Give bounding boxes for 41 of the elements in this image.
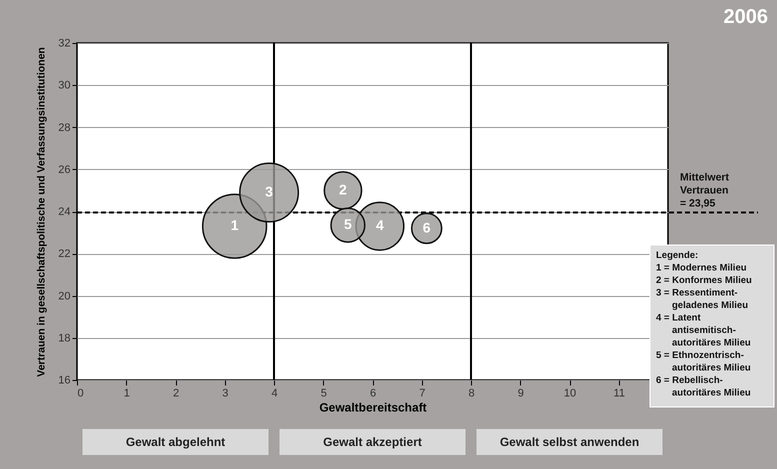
text: Gewalt akzeptiert (323, 435, 422, 449)
x-tick-label: 6 (370, 388, 376, 400)
text: Gewalt selbst anwenden (500, 435, 640, 449)
y-tick-label: 24 (58, 206, 70, 218)
x-tick-label: 0 (78, 388, 84, 400)
x-tick-label: 1 (124, 388, 130, 400)
y-tick-label: 32 (58, 38, 70, 50)
annotation: 6 (422, 219, 431, 236)
x-tick-label: 11 (614, 388, 625, 400)
annotation: 5 (344, 216, 352, 232)
text: Gewalt abgelehnt (126, 435, 226, 449)
x-tick-label: 9 (518, 388, 524, 400)
y-tick-label: 22 (58, 248, 70, 260)
y-axis-title: Vertrauen in gesellschaftspolitische und Verfassungsinstitutionen (35, 47, 48, 377)
y-tick-label: 30 (58, 80, 70, 92)
annotation: 3 = Ressentiment-geladenes Milieu (656, 288, 748, 311)
annotation: Legende: (656, 250, 698, 261)
y-tick-label: 18 (58, 332, 70, 344)
x-tick-label: 5 (320, 388, 327, 400)
y-tick-label: 26 (58, 164, 70, 176)
annotation: 2 = Konformes Milieu (656, 275, 752, 286)
annotation: 4 (376, 217, 384, 234)
annotation: 1 = Modernes Milieu (656, 262, 747, 274)
annotation: 4 = Latent antisemitisch-autoritäres Milieu (656, 312, 751, 348)
annotation: 2 (339, 181, 348, 198)
y-tick-label: 16 (58, 374, 70, 386)
annotation: 1 (230, 217, 239, 234)
x-tick-label: 10 (564, 388, 576, 400)
x-tick-label: 4 (271, 388, 278, 400)
y-tick-label: 28 (58, 122, 70, 134)
y-tick-label: 20 (58, 290, 70, 302)
text: 2006 (724, 6, 768, 28)
x-tick-label: 3 (222, 388, 228, 400)
x-tick-label: 7 (419, 388, 426, 400)
annotation: 5 = Ethnozentrisch-autoritäres Milieu (656, 350, 751, 374)
x-axis-title: Gewaltbereitschaft (319, 400, 427, 414)
x-tick-label: 2 (172, 388, 180, 400)
ref-line-label: Mittelwert Vertrauen = 23,95 (680, 172, 730, 210)
x-tick-label: 8 (468, 388, 475, 400)
annotation: 3 (265, 184, 274, 200)
annotation: 6 = Rebellisch-autoritäres Milieu (656, 375, 751, 398)
